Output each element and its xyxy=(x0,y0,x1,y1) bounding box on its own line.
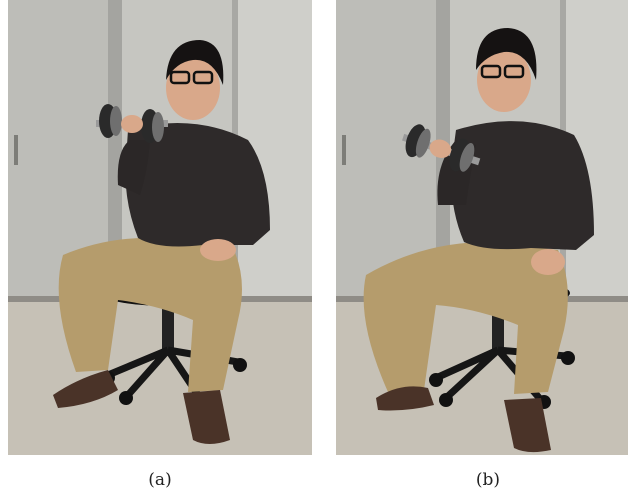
glasses xyxy=(480,64,502,79)
face xyxy=(477,48,531,112)
sweater xyxy=(451,121,594,250)
hair xyxy=(166,40,224,85)
caption-b: (b) xyxy=(475,470,501,490)
hair xyxy=(476,28,537,80)
cabinet-handle xyxy=(342,135,346,165)
floor xyxy=(8,300,312,455)
caption-a: (a) xyxy=(148,470,172,490)
shoe-right xyxy=(183,390,230,444)
sweater xyxy=(125,122,270,247)
photo-panel-b xyxy=(336,0,628,455)
photo-panel-a xyxy=(8,0,312,455)
glasses xyxy=(169,70,191,85)
shoe-left xyxy=(53,370,118,408)
photo-a xyxy=(8,0,312,455)
shoe-right xyxy=(504,398,551,453)
pants xyxy=(363,241,568,394)
cabinet-handle xyxy=(14,135,18,165)
pants xyxy=(58,237,243,392)
photo-b xyxy=(336,0,628,455)
shoe-left xyxy=(376,386,434,411)
